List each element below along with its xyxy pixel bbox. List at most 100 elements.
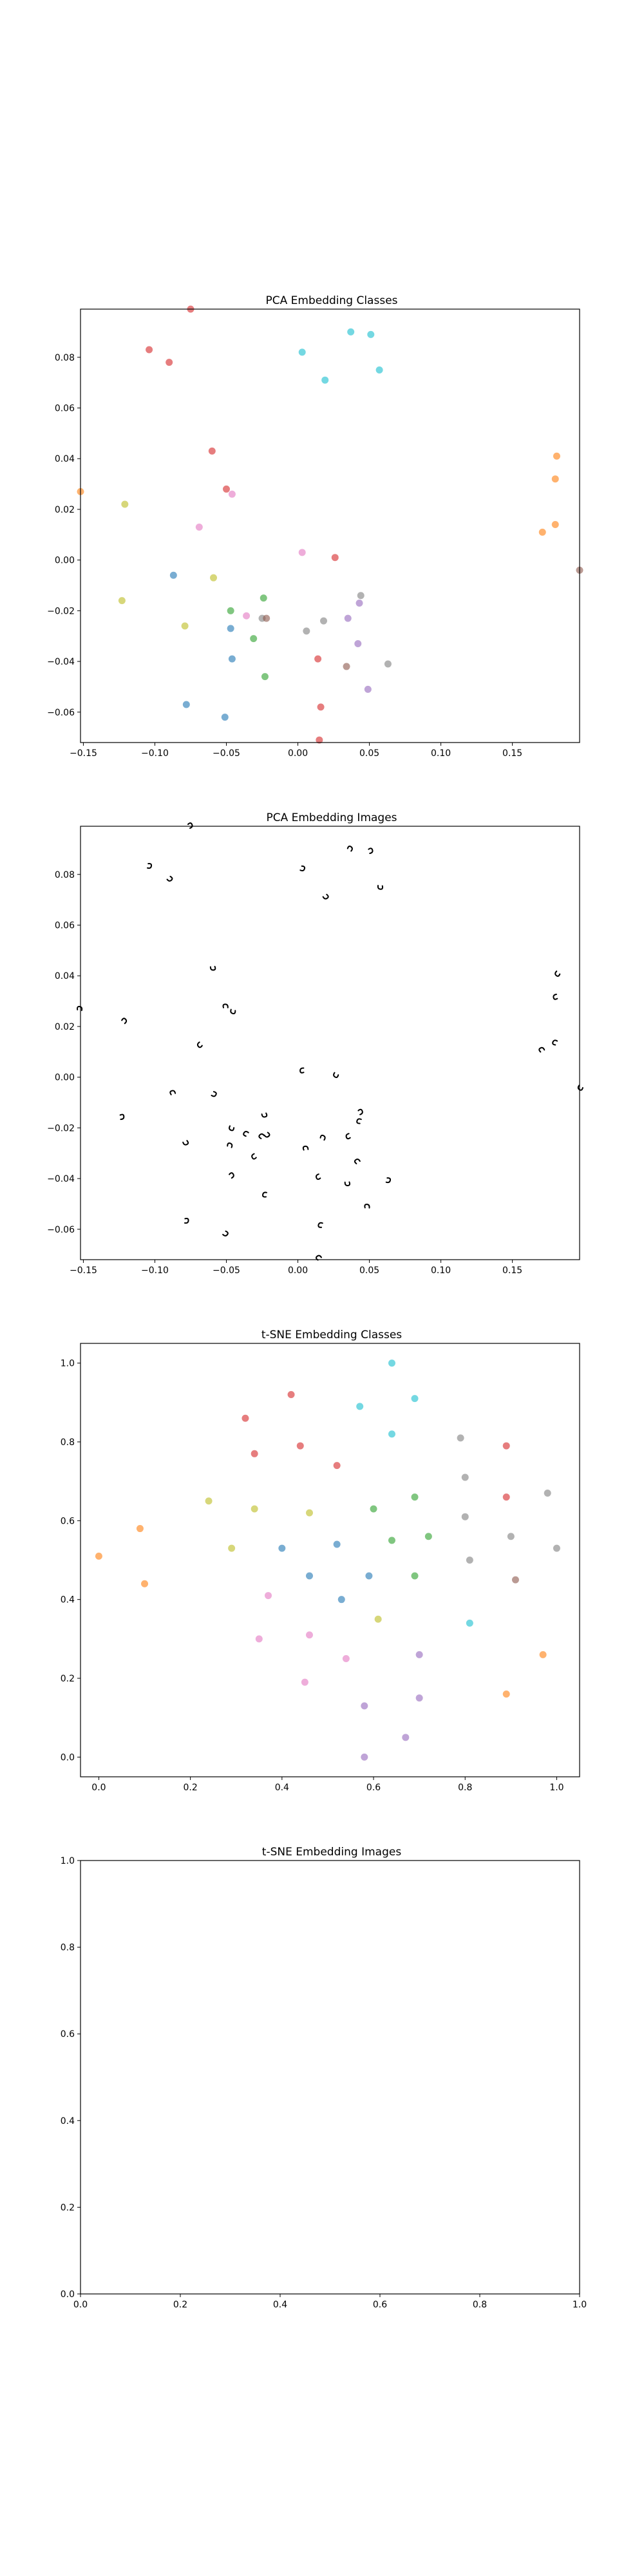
data-point <box>551 521 559 529</box>
digit-thumbnail <box>302 1145 309 1151</box>
y-tick-label: −0.06 <box>47 1225 75 1235</box>
data-point <box>208 447 216 455</box>
data-point <box>544 1489 551 1497</box>
y-tick-label: 0.04 <box>55 971 75 981</box>
chart-title: PCA Embedding Images <box>266 811 397 824</box>
chart-title: t-SNE Embedding Images <box>262 1846 402 1859</box>
y-tick-label: 0.6 <box>61 2029 75 2040</box>
data-point <box>342 1654 350 1662</box>
data-point <box>457 1434 464 1442</box>
data-point <box>317 703 325 711</box>
data-point <box>415 1651 423 1658</box>
y-tick-label: 0.8 <box>61 1437 75 1448</box>
x-tick-label: 1.0 <box>573 2300 587 2310</box>
x-tick-label: 0.4 <box>273 2300 287 2310</box>
x-tick-label: 0.6 <box>366 1783 381 1793</box>
data-point <box>461 1513 469 1520</box>
data-point <box>343 663 350 670</box>
data-point <box>195 523 203 531</box>
data-point <box>306 1631 314 1639</box>
x-tick-label: 0.2 <box>184 1783 198 1793</box>
data-point <box>278 1544 286 1552</box>
panel-pca-images: PCA Embedding Images −0.15 −0.10 −0.05 0.00… <box>47 811 583 1276</box>
digit-thumbnail <box>184 1218 189 1224</box>
data-point <box>356 1403 364 1410</box>
x-tick-label: 0.2 <box>173 2300 187 2310</box>
digit-thumbnail <box>182 1140 189 1146</box>
data-point <box>539 1651 547 1658</box>
digit-thumbnail <box>299 1067 305 1074</box>
x-tick-label: 0.8 <box>473 2300 487 2310</box>
digit-thumbnail <box>322 893 329 900</box>
digit-thumbnail <box>333 1072 339 1078</box>
digit-thumbnail <box>222 1003 229 1009</box>
panel-tsne-classes: t-SNE Embedding Classes 0.0 0.2 0.4 0.6 0.8 1… <box>61 1329 580 1793</box>
digit-thumbnail <box>553 994 558 1000</box>
y-tick-label: 0.4 <box>61 1595 75 1605</box>
y-tick-label: 0.06 <box>55 920 75 931</box>
chart-title: t-SNE Embedding Classes <box>261 1329 402 1341</box>
x-tick-label: 0.00 <box>288 748 308 759</box>
digit-thumbnail <box>385 1177 392 1184</box>
y-tick-label: 1.0 <box>61 1359 75 1369</box>
data-point <box>367 330 375 338</box>
digit-thumbnail <box>258 1133 265 1139</box>
x-tick-label: 0.10 <box>431 748 451 759</box>
data-point <box>365 1572 373 1580</box>
data-point <box>166 359 173 366</box>
plot-frame <box>80 308 580 743</box>
data-point <box>265 1592 272 1600</box>
x-tick-label: −0.10 <box>141 748 169 759</box>
digit-thumbnail <box>316 1255 322 1261</box>
data-point <box>333 1462 341 1470</box>
y-tick-label: 0.6 <box>61 1516 75 1526</box>
data-point <box>357 592 365 600</box>
x-tick-label: 0.10 <box>431 1265 451 1276</box>
digit-thumbnail <box>251 1153 257 1160</box>
digit-thumbnail <box>119 1113 125 1121</box>
y-tick-label: 0.08 <box>55 353 75 363</box>
data-point <box>361 1702 368 1710</box>
data-point <box>263 614 270 622</box>
x-tick-label: 0.00 <box>288 1265 308 1276</box>
x-tick-label: −0.15 <box>70 1265 97 1276</box>
y-tick-label: 1.0 <box>61 1856 75 1866</box>
data-point <box>333 1540 341 1548</box>
digit-thumbnail <box>377 885 384 890</box>
digit-thumbnail <box>354 1159 361 1164</box>
data-point <box>121 500 129 508</box>
panel-pca-classes: PCA Embedding Classes −0.15 −0.10 −0.05 0.0… <box>47 294 583 759</box>
x-tick-label: −0.10 <box>141 1265 169 1276</box>
data-point <box>146 346 153 354</box>
y-tick-label: 0.02 <box>55 1022 75 1032</box>
data-point <box>384 660 392 668</box>
digit-thumbnail <box>166 875 173 882</box>
data-point <box>169 571 177 579</box>
x-tick-label: 0.8 <box>458 1783 472 1793</box>
data-point <box>261 673 269 681</box>
y-tick-label: 0.2 <box>61 1674 75 1684</box>
data-point <box>347 328 355 336</box>
y-tick-label: −0.02 <box>47 606 75 616</box>
chart-title: PCA Embedding Classes <box>265 294 397 307</box>
digit-thumbnail <box>345 1133 351 1140</box>
data-point <box>251 1450 258 1457</box>
data-point <box>411 1493 419 1501</box>
x-tick-label: 0.15 <box>502 1265 522 1276</box>
data-point <box>466 1557 473 1564</box>
data-point <box>242 1414 249 1422</box>
digit-thumbnail <box>222 1230 229 1236</box>
y-tick-label: −0.02 <box>47 1123 75 1133</box>
x-tick-label: 0.05 <box>359 748 379 759</box>
data-point <box>344 614 352 622</box>
data-point <box>227 625 234 632</box>
data-point <box>415 1694 423 1702</box>
digit-thumbnail <box>169 1090 176 1095</box>
data-point <box>411 1395 419 1403</box>
data-point <box>298 348 306 356</box>
y-tick-label: −0.04 <box>47 657 75 667</box>
data-point <box>95 1552 102 1560</box>
digit-thumbnail <box>211 1091 217 1097</box>
data-point <box>370 1505 377 1513</box>
digit-thumbnail <box>315 1173 321 1180</box>
